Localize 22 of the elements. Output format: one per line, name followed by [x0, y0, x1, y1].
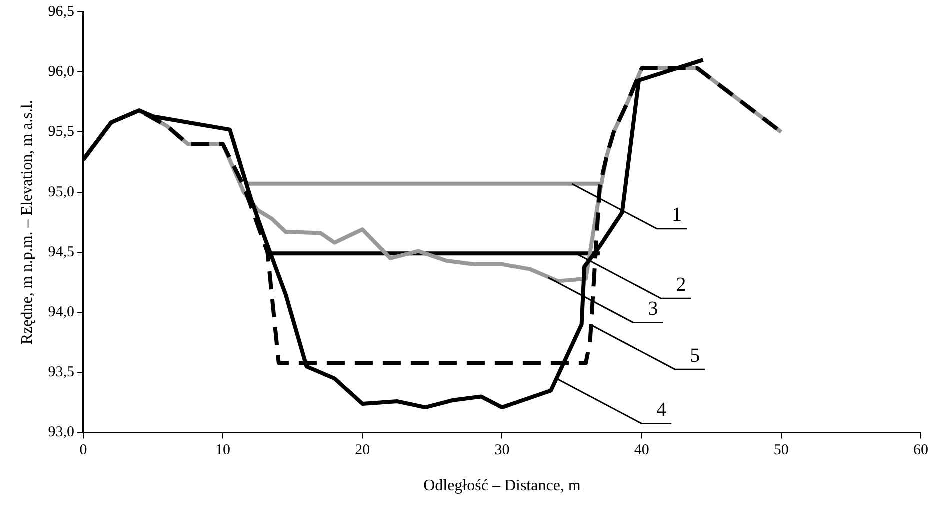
x-tick-label: 50 — [774, 442, 789, 459]
annotation: 3 — [648, 298, 658, 320]
y-tick-label: 95,5 — [48, 124, 74, 140]
x-tick-label: 30 — [494, 442, 510, 459]
annotation: 5 — [690, 344, 700, 367]
x-tick-label: 20 — [355, 442, 370, 459]
y-axis-title: Rzędne, m n.p.m. – Elevation, m a.s.l. — [18, 100, 36, 345]
y-tick-label: 93,0 — [48, 424, 74, 441]
x-axis-title: Odległość – Distance, m — [424, 478, 582, 495]
y-tick-label: 94,5 — [48, 244, 74, 260]
y-tick-label: 94,0 — [48, 304, 74, 321]
y-tick-label: 93,5 — [48, 364, 74, 381]
y-tick-label: 95,0 — [48, 184, 74, 200]
annotation: 2 — [676, 274, 686, 296]
x-tick-label: 40 — [634, 442, 650, 459]
x-tick-label: 60 — [914, 442, 928, 459]
x-tick-label: 10 — [216, 442, 231, 459]
annotation: 1 — [672, 204, 682, 226]
y-tick-label: 96,0 — [48, 64, 74, 80]
x-tick-label: 0 — [80, 442, 88, 459]
annotation: 4 — [656, 398, 667, 421]
y-tick-label: 96,5 — [48, 4, 74, 20]
